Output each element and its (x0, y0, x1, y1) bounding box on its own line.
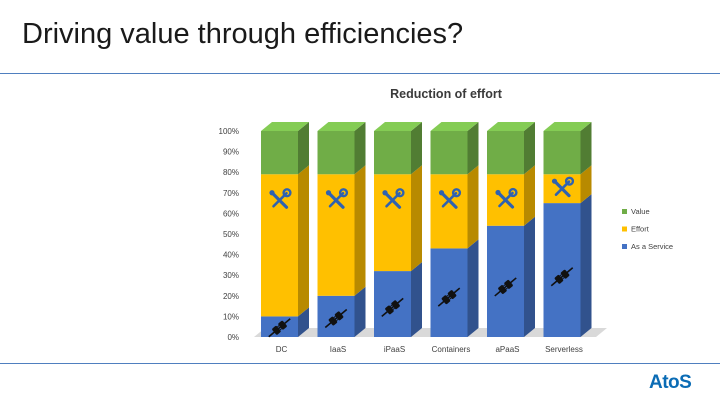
plug-icon (437, 287, 461, 307)
tools-icon (325, 188, 349, 209)
bar-segment (374, 165, 422, 272)
title-divider (0, 73, 720, 74)
y-tick-label: 80% (223, 168, 239, 177)
chart-title: Reduction of effort (390, 87, 503, 101)
footer-divider (0, 363, 720, 364)
legend-item: Effort (622, 225, 650, 234)
bar-segment (543, 122, 592, 175)
bar-segment (317, 122, 366, 175)
plug-icon (268, 318, 291, 338)
bar-segment (374, 262, 422, 337)
plug-icon (381, 297, 404, 317)
x-tick-label: iPaaS (384, 345, 405, 354)
tools-icon (551, 176, 575, 198)
bar-segment (374, 122, 422, 175)
plug-icon (550, 267, 574, 287)
bar-segment (261, 122, 309, 175)
x-tick-label: Serverless (545, 345, 583, 354)
tools-icon (495, 187, 518, 209)
bar-segment (487, 165, 535, 226)
y-tick-label: 60% (223, 209, 239, 218)
x-tick-label: aPaaS (495, 345, 519, 354)
plug-icon (494, 277, 517, 297)
tools-icon (269, 188, 292, 209)
bar-segment (543, 194, 592, 337)
tools-icon (438, 188, 462, 209)
y-tick-label: 20% (223, 292, 239, 301)
y-tick-label: 30% (223, 271, 239, 280)
bar-segment (430, 122, 479, 175)
legend-item: Value (622, 207, 650, 216)
atos-logo: AtoS (649, 372, 692, 393)
y-tick-label: 100% (219, 127, 239, 136)
y-tick-label: 0% (227, 333, 239, 342)
bar-segment (261, 165, 309, 317)
legend-swatch (622, 244, 627, 249)
slide-title: Driving value through efficiencies? (22, 18, 464, 50)
tools-icon (382, 188, 405, 209)
legend-swatch (622, 226, 627, 232)
y-tick-label: 10% (223, 312, 239, 321)
bar-segment (487, 122, 535, 175)
bar-segment (317, 165, 366, 296)
legend-label: Value (631, 207, 650, 216)
legend-label: As a Service (631, 242, 673, 251)
legend-swatch (622, 209, 627, 214)
plug-icon (324, 308, 348, 329)
bar-segment (430, 165, 479, 249)
legend-item: As a Service (622, 242, 673, 251)
y-tick-label: 90% (223, 148, 239, 157)
x-tick-label: IaaS (330, 345, 346, 354)
x-tick-label: Containers (432, 345, 471, 354)
bar-segment (430, 239, 479, 337)
y-tick-label: 40% (223, 251, 239, 260)
y-tick-label: 50% (223, 230, 239, 239)
bar-segment (487, 216, 535, 337)
x-tick-label: DC (276, 345, 288, 354)
legend-label: Effort (631, 225, 650, 234)
y-tick-label: 70% (223, 189, 239, 198)
